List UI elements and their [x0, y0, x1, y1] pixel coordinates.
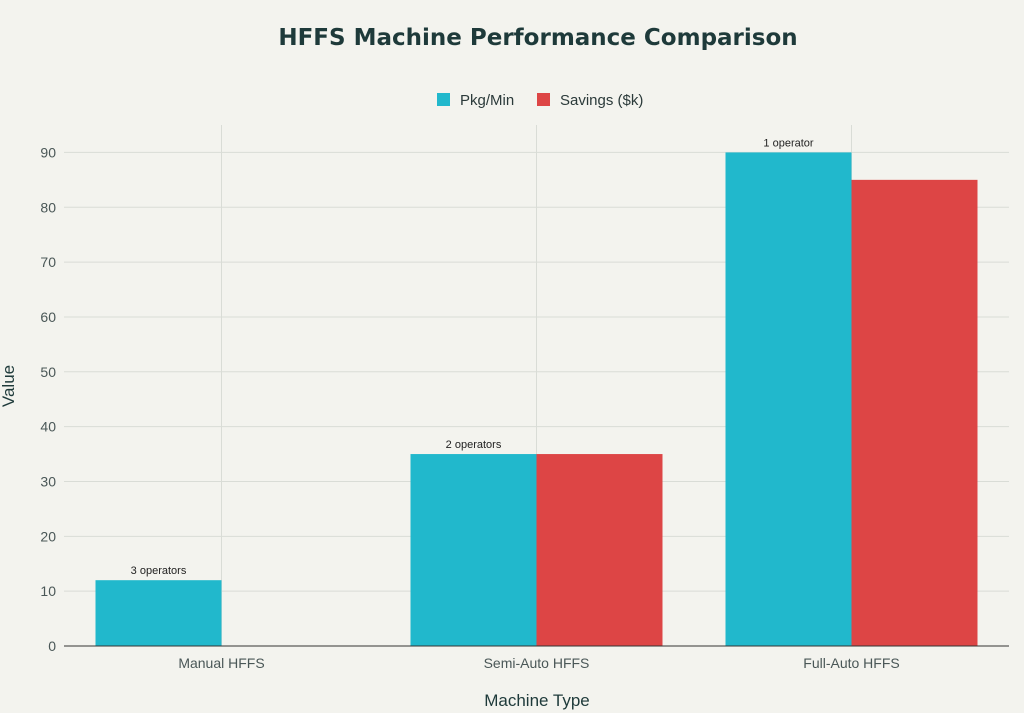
- y-tick-label: 50: [40, 364, 56, 380]
- bars: [95, 152, 978, 646]
- x-tick-label: Semi-Auto HFFS: [484, 655, 590, 671]
- y-tick-label: 30: [40, 473, 56, 489]
- y-tick-label: 10: [40, 583, 56, 599]
- bar-annotations: 3 operators 2 operators 1 operator: [131, 137, 814, 577]
- bar-pkg-min: [95, 580, 222, 646]
- x-tick-label: Full-Auto HFFS: [803, 655, 899, 671]
- y-tick-label: 60: [40, 309, 56, 325]
- bar-pkg-min: [410, 454, 537, 646]
- y-tick-label: 20: [40, 528, 56, 544]
- legend-label-pkg-min: Pkg/Min: [460, 92, 514, 109]
- legend-swatch-savings: [537, 93, 550, 106]
- x-axis-title: Machine Type: [484, 691, 590, 710]
- bar-savings: [536, 454, 663, 646]
- x-axis-ticks: Manual HFFS Semi-Auto HFFS Full-Auto HFFS: [178, 655, 899, 671]
- y-tick-label: 90: [40, 144, 56, 160]
- y-tick-label: 80: [40, 199, 56, 215]
- y-tick-label: 40: [40, 419, 56, 435]
- y-tick-label: 70: [40, 254, 56, 270]
- bar-annotation: 1 operator: [763, 137, 813, 149]
- legend-label-savings: Savings ($k): [560, 92, 643, 109]
- legend-swatch-pkg-min: [437, 93, 450, 106]
- chart-title: HFFS Machine Performance Comparison: [278, 25, 797, 51]
- bar-annotation: 2 operators: [446, 439, 502, 451]
- bar-savings: [851, 179, 978, 646]
- legend: Pkg/Min Savings ($k): [437, 92, 643, 109]
- y-tick-label: 0: [48, 638, 56, 654]
- y-axis-ticks: 0 10 20 30 40 50 60 70 80 90: [40, 144, 56, 654]
- y-axis-title: Value: [0, 365, 18, 407]
- bar-annotation: 3 operators: [131, 565, 187, 577]
- x-tick-label: Manual HFFS: [178, 655, 264, 671]
- bar-pkg-min: [725, 152, 852, 646]
